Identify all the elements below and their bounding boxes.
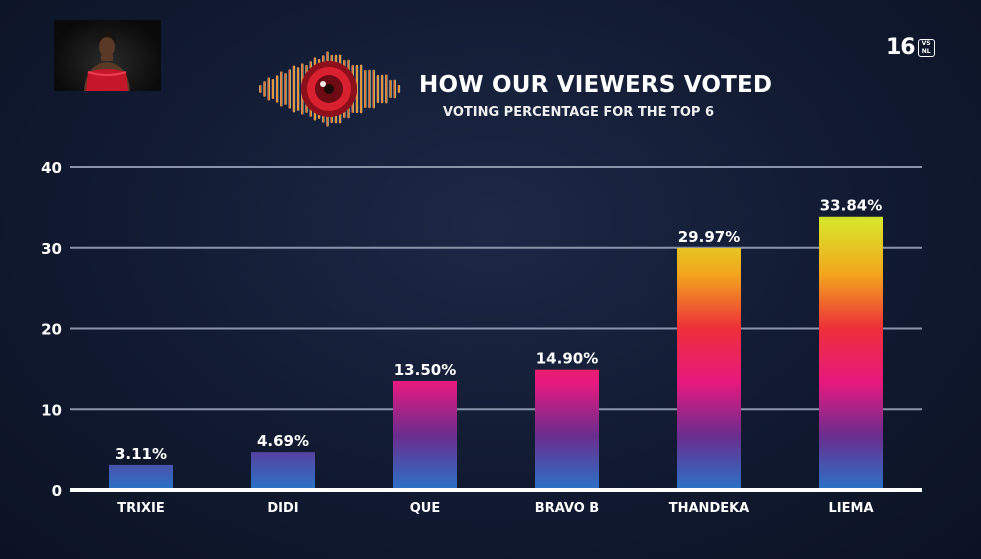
soundwave-bar bbox=[385, 74, 388, 104]
soundwave-bar bbox=[364, 69, 367, 109]
data-label: 29.97% bbox=[678, 228, 740, 246]
soundwave-bar bbox=[280, 71, 283, 107]
x-tick-label: TRIXIE bbox=[117, 501, 164, 516]
grid-lines bbox=[70, 166, 922, 411]
x-tick-label: THANDEKA bbox=[669, 501, 750, 516]
x-tick-label: QUE bbox=[410, 501, 441, 516]
soundwave-bar bbox=[376, 74, 380, 104]
soundwave-bar bbox=[389, 79, 392, 99]
x-tick-label: BRAVO B bbox=[535, 501, 599, 516]
soundwave-bar bbox=[372, 69, 375, 109]
y-tick-label: 10 bbox=[41, 401, 62, 419]
bar-bravo-b bbox=[535, 369, 599, 490]
x-tick-label: DIDI bbox=[267, 501, 298, 516]
bar-que bbox=[393, 380, 457, 490]
soundwave-bar bbox=[263, 81, 266, 97]
rating-box: VS NL bbox=[917, 39, 935, 57]
age-rating-badge-icon: 16 VS NL bbox=[886, 36, 935, 60]
rating-box-bottom: NL bbox=[921, 48, 931, 55]
soundwave-bar bbox=[393, 79, 396, 99]
soundwave-bar bbox=[275, 75, 279, 103]
soundwave-bar bbox=[284, 73, 287, 105]
soundwave-bar bbox=[296, 67, 300, 111]
soundwave-bar bbox=[259, 85, 262, 93]
soundwave-bar bbox=[368, 69, 371, 109]
y-tick-label: 40 bbox=[41, 159, 62, 177]
data-label: 13.50% bbox=[394, 361, 456, 379]
rating-box-top: VS bbox=[921, 40, 931, 47]
data-label: 14.90% bbox=[536, 350, 598, 368]
data-label: 3.11% bbox=[115, 445, 167, 463]
bars bbox=[109, 216, 883, 490]
soundwave-bar bbox=[397, 85, 401, 93]
bar-didi bbox=[251, 452, 315, 490]
eye-soundwave-logo-icon bbox=[259, 51, 401, 127]
y-tick-label: 20 bbox=[41, 321, 62, 339]
data-label: 33.84% bbox=[820, 197, 882, 215]
soundwave-bar bbox=[271, 79, 275, 99]
x-tick-label: LIEMA bbox=[829, 501, 874, 516]
soundwave-bar bbox=[359, 64, 363, 114]
data-label: 4.69% bbox=[257, 432, 309, 450]
housemate-portrait bbox=[84, 32, 130, 91]
y-tick-label: 0 bbox=[52, 482, 62, 500]
housemate-thumbnail bbox=[54, 20, 161, 91]
y-tick-label: 30 bbox=[41, 240, 62, 258]
soundwave-bar bbox=[292, 65, 296, 113]
bar-trixie bbox=[109, 464, 173, 490]
chart-title: HOW OUR VIEWERS VOTED bbox=[419, 72, 773, 98]
bar-liema bbox=[819, 216, 883, 490]
rating-number: 16 bbox=[886, 35, 916, 60]
soundwave-bar bbox=[288, 69, 291, 109]
data-labels: 3.11% 4.69% 13.50% 14.90% 29.97% 33.84% bbox=[115, 197, 882, 463]
soundwave-bar bbox=[380, 74, 384, 104]
bar-thandeka bbox=[677, 247, 741, 490]
soundwave-bar bbox=[267, 77, 270, 101]
chart-subtitle: VOTING PERCENTAGE FOR THE TOP 6 bbox=[443, 105, 715, 120]
axes: 0 10 20 30 40 TRIXIE DIDI QUE BRAVO B THANDEKA LIE… bbox=[41, 159, 922, 516]
